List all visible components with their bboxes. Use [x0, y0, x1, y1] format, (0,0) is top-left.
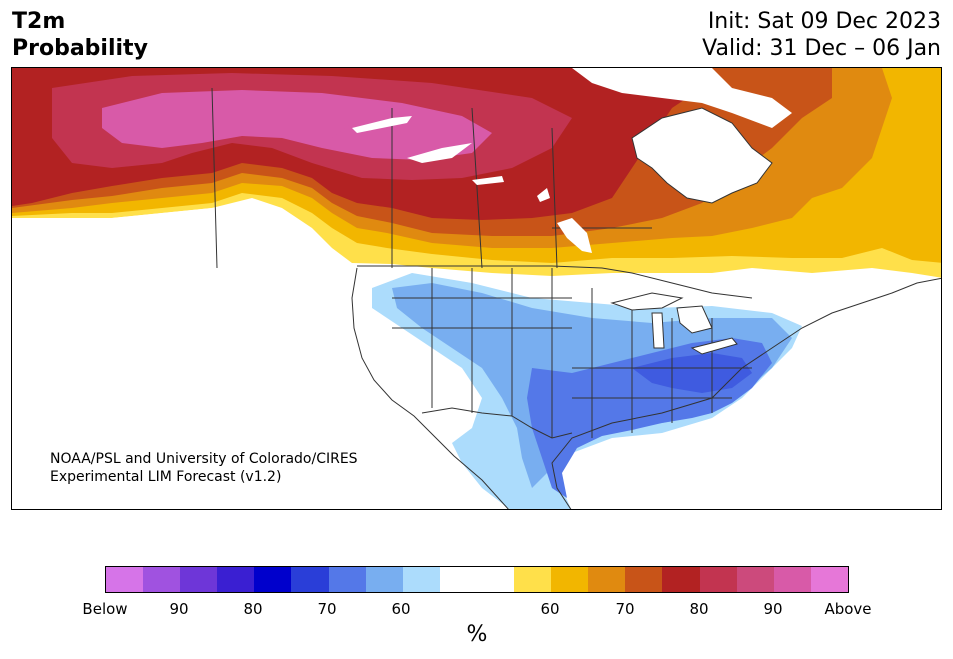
- colorbar-swatch: [402, 567, 440, 592]
- north-water: [572, 68, 792, 128]
- us-states: [392, 268, 752, 438]
- lake-athabasca: [472, 176, 504, 185]
- credit-line-2: Experimental LIM Forecast (v1.2): [50, 469, 282, 485]
- colorbar-tick-label: 70: [615, 600, 635, 618]
- colorbar-tick-label: Above: [824, 600, 872, 618]
- lake-manitoba: [537, 188, 550, 202]
- colorbar-swatch: [736, 567, 774, 592]
- lake-erie: [690, 337, 738, 355]
- colorbar-swatch: [328, 567, 366, 592]
- forecast-dates: Init: Sat 09 Dec 2023 Valid: 31 Dec – 06…: [702, 8, 941, 62]
- lake-winnipeg: [557, 218, 592, 253]
- lake-superior: [610, 292, 684, 311]
- colorbar-swatch: [588, 567, 626, 592]
- colorbar-tick-label: 80: [689, 600, 709, 618]
- colorbar-swatch: [143, 567, 181, 592]
- lake-michigan: [651, 312, 665, 349]
- borders: [211, 87, 941, 509]
- colorbar-swatch: [662, 567, 700, 592]
- colorbar-swatch: [217, 567, 255, 592]
- init-date: Init: Sat 09 Dec 2023: [707, 9, 941, 34]
- colorbar-swatch: [810, 567, 848, 592]
- hudson-bay: [632, 108, 772, 203]
- colorbar-swatch: [773, 567, 811, 592]
- colorbar-tick-label: 90: [169, 600, 189, 618]
- east-coast: [551, 277, 941, 509]
- colorbar-swatch: [439, 567, 477, 592]
- colorbar-unit-label: %: [466, 622, 488, 647]
- colorbar-tick-label: 80: [243, 600, 263, 618]
- credit-line-1: NOAA/PSL and University of Colorado/CIRE…: [50, 451, 358, 467]
- colorbar-tick-label: 60: [391, 600, 411, 618]
- atlantic-ocean: [552, 278, 941, 509]
- colorbar-swatch: [699, 567, 737, 592]
- hudson-coast: [631, 107, 773, 204]
- colorbar-swatch: [180, 567, 218, 592]
- colorbar-tick-label: 70: [317, 600, 337, 618]
- valid-date: Valid: 31 Dec – 06 Jan: [702, 36, 941, 61]
- credit-text: NOAA/PSL and University of Colorado/CIRE…: [50, 450, 358, 486]
- colorbar-tick-label: Below: [82, 600, 128, 618]
- colorbar-tick-label: 90: [763, 600, 783, 618]
- map-panel: NOAA/PSL and University of Colorado/CIRE…: [11, 67, 942, 510]
- colorbar-tick-label: 60: [540, 600, 560, 618]
- colorbar-swatch: [514, 567, 552, 592]
- map-title: T2m Probability: [12, 8, 148, 62]
- great-lakes: [610, 292, 738, 355]
- title-line-1: T2m: [12, 9, 66, 34]
- lake-huron: [676, 305, 713, 334]
- canadian-lakes: [352, 116, 592, 253]
- colorbar-swatch: [291, 567, 329, 592]
- colorbar-swatch: [551, 567, 589, 592]
- region-above-95: [232, 113, 352, 138]
- canada-provinces: [211, 87, 652, 269]
- pacific-ocean: [12, 200, 511, 509]
- us-canada-border: [357, 265, 753, 299]
- region-below-75: [632, 353, 752, 393]
- colorbar-swatch: [625, 567, 663, 592]
- probability-colorbar: [105, 566, 849, 593]
- west-coast: [351, 267, 509, 509]
- great-bear-lake: [407, 143, 472, 163]
- title-line-2: Probability: [12, 36, 148, 61]
- great-slave-lake: [352, 116, 412, 133]
- forecast-map: [12, 68, 941, 509]
- colorbar-swatch: [365, 567, 403, 592]
- colorbar-swatch: [476, 567, 515, 592]
- colorbar-swatch: [106, 567, 144, 592]
- colorbar-swatch: [254, 567, 292, 592]
